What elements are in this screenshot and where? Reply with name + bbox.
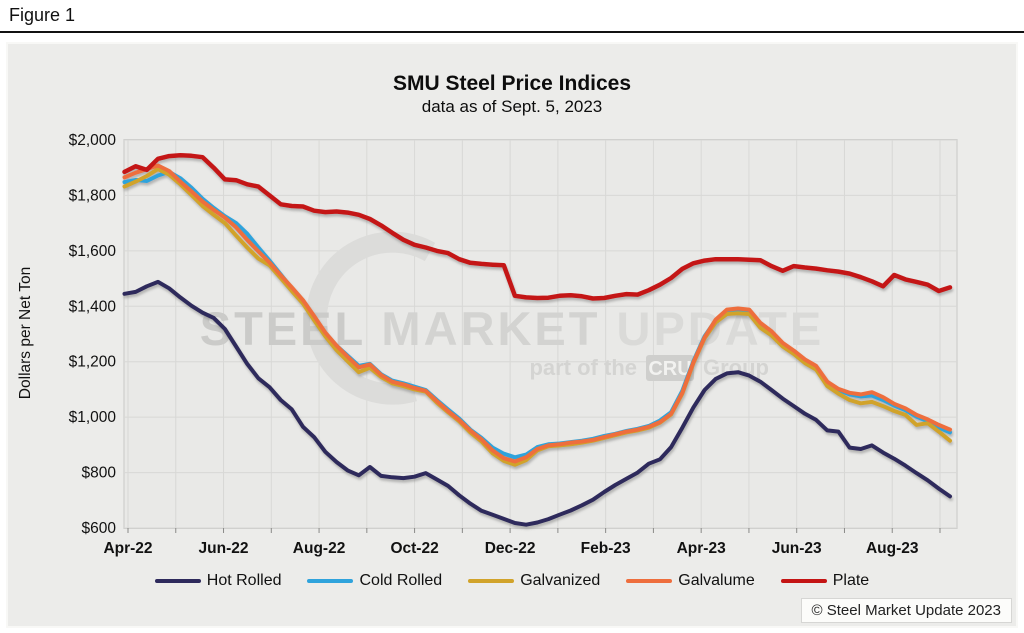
x-tick-label: Apr-22 <box>103 540 152 557</box>
svg-text:CRU: CRU <box>648 358 691 380</box>
watermark-tagline: part of the CRU Group <box>529 355 769 381</box>
y-tick-label: $1,400 <box>69 298 117 315</box>
legend-item-galvanized: Galvanized <box>468 572 600 590</box>
x-tick-label: Apr-23 <box>677 540 726 557</box>
x-tick-label: Aug-23 <box>866 540 919 557</box>
figure-divider <box>0 31 1024 33</box>
x-tick-label: Dec-22 <box>485 540 536 557</box>
legend-label: Plate <box>832 572 870 589</box>
x-tick-label: Aug-22 <box>293 540 346 557</box>
legend-swatch <box>154 579 201 583</box>
copyright-note: © Steel Market Update 2023 <box>800 598 1012 623</box>
x-tick-label: Jun-23 <box>772 540 822 557</box>
y-tick-label: $600 <box>82 520 117 537</box>
legend-item-cold-rolled: Cold Rolled <box>307 572 442 590</box>
cru-logo-box <box>646 355 694 381</box>
legend-swatch <box>468 579 515 583</box>
y-tick-label: $1,600 <box>69 243 117 260</box>
x-tick-label: Jun-22 <box>199 540 249 557</box>
gridlines <box>124 139 957 529</box>
legend-item-hot-rolled: Hot Rolled <box>154 572 282 590</box>
legend-label: Hot Rolled <box>206 572 282 589</box>
series-line-plate <box>122 152 953 301</box>
x-axis-ticks <box>127 528 941 533</box>
y-axis-labels: $2,000 $1,800 $1,600 $1,400 $1,200 $1,000 $800… <box>69 132 117 537</box>
legend-label: Galvalume <box>678 572 755 589</box>
legend-item-plate: Plate <box>780 572 870 590</box>
legend-swatch <box>307 579 354 583</box>
figure-label: Figure 1 <box>9 5 76 25</box>
series-line-hot-rolled <box>122 279 952 527</box>
legend-label: Galvanized <box>520 572 601 589</box>
legend-swatch <box>780 579 827 583</box>
svg-text:part of the: part of the <box>529 355 637 380</box>
y-tick-label: $1,800 <box>69 187 117 204</box>
chart-title: SMU Steel Price Indices <box>392 72 632 95</box>
y-axis-title: Dollars per Net Ton <box>17 267 34 399</box>
y-tick-label: $2,000 <box>69 132 117 149</box>
legend-item-galvalume: Galvalume <box>626 572 755 590</box>
series-line-galvalume <box>122 163 952 464</box>
series-lines <box>122 152 953 527</box>
chart-panel: SMU Steel Price Indices data as of Sept.… <box>6 42 1018 628</box>
plot-area <box>123 139 958 529</box>
svg-text:Group: Group <box>703 355 769 380</box>
legend-swatch <box>626 579 673 583</box>
chart-legend: Hot Rolled Cold Rolled Galvanized Galvalume… <box>8 572 1016 590</box>
watermark-crescent-logo <box>306 231 436 405</box>
y-tick-label: $1,000 <box>69 409 117 426</box>
x-tick-label: Feb-23 <box>581 540 631 557</box>
watermark-text: STEEL MARKET UPDATE <box>200 302 825 355</box>
legend-label: Cold Rolled <box>359 572 443 589</box>
y-tick-label: $1,200 <box>69 354 117 371</box>
y-tick-label: $800 <box>82 465 117 482</box>
chart-subtitle: data as of Sept. 5, 2023 <box>421 97 603 116</box>
x-axis-labels: Apr-22 Jun-22 Aug-22 Oct-22 Dec-22 Feb-23 Apr-… <box>103 540 918 557</box>
x-tick-label: Oct-22 <box>390 540 438 557</box>
